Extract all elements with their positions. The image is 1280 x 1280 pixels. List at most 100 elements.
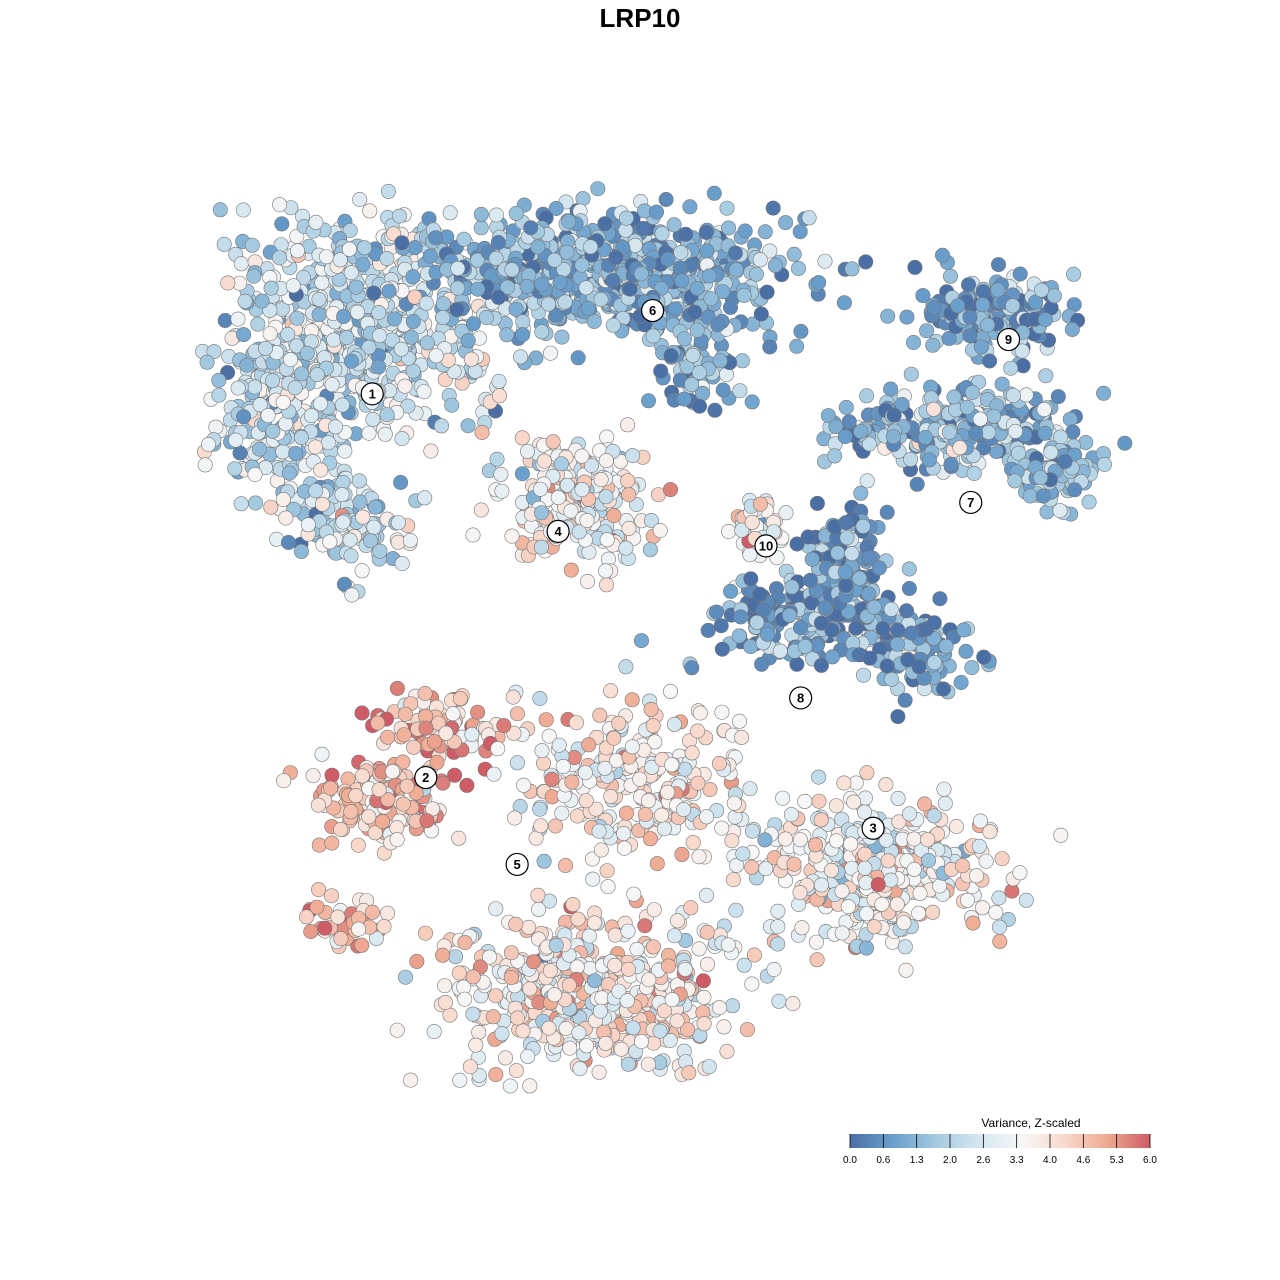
cell-point — [536, 853, 552, 869]
cell-point — [1007, 473, 1023, 489]
cell-point — [633, 266, 649, 282]
cell-point — [838, 399, 854, 415]
cell-point — [743, 571, 759, 587]
cell-point — [811, 275, 827, 291]
cell-point — [491, 373, 507, 389]
cell-point — [311, 882, 327, 898]
cell-point — [926, 808, 942, 824]
cell-point — [907, 259, 923, 275]
cell-point — [642, 831, 658, 847]
cell-point — [322, 534, 338, 550]
cell-point — [830, 545, 846, 561]
cell-point — [792, 832, 808, 848]
cell-point — [606, 508, 622, 524]
cell-point — [343, 804, 359, 820]
cell-point — [488, 901, 504, 917]
cell-point — [579, 1038, 595, 1054]
cell-point — [289, 243, 305, 259]
cell-point — [646, 902, 662, 918]
cell-point — [465, 969, 481, 985]
cell-point — [660, 251, 676, 267]
cell-point — [1081, 494, 1097, 510]
cell-point — [658, 192, 674, 208]
cell-point — [320, 435, 336, 451]
cell-point — [303, 408, 319, 424]
cell-point — [785, 996, 801, 1012]
cell-point — [327, 419, 343, 435]
cell-point — [744, 976, 760, 992]
cell-point — [620, 961, 636, 977]
cell-point — [827, 448, 843, 464]
cell-point — [237, 293, 253, 309]
cell-point — [547, 252, 563, 268]
cell-point — [667, 301, 683, 317]
cell-point — [707, 402, 723, 418]
cell-point — [797, 638, 813, 654]
cell-point — [558, 1020, 574, 1036]
cell-point — [757, 224, 773, 240]
cell-point — [282, 352, 298, 368]
cell-point — [640, 1056, 656, 1072]
cluster-label: 8 — [797, 690, 804, 705]
cell-point — [445, 706, 461, 722]
cell-point — [335, 514, 351, 530]
cell-point — [451, 830, 467, 846]
cell-point — [437, 978, 453, 994]
cell-point — [394, 431, 410, 447]
cell-point — [645, 718, 661, 734]
cell-point — [903, 451, 919, 467]
cell-point — [695, 973, 711, 989]
cell-point — [354, 937, 370, 953]
cell-point — [698, 225, 714, 241]
points-layer — [195, 181, 1133, 1094]
cell-point — [789, 656, 805, 672]
cell-point — [605, 317, 621, 333]
cell-point — [804, 551, 820, 567]
cell-point — [351, 473, 367, 489]
cell-point — [334, 397, 350, 413]
cell-point — [737, 223, 753, 239]
cell-point — [706, 185, 722, 201]
cell-point — [422, 248, 438, 264]
cell-point — [1018, 892, 1034, 908]
cell-point — [313, 462, 329, 478]
cell-point — [309, 899, 325, 915]
cell-point — [577, 765, 593, 781]
cell-point — [1033, 470, 1049, 486]
cell-point — [293, 543, 309, 559]
cell-point — [507, 810, 523, 826]
cell-point — [901, 806, 917, 822]
cell-point — [733, 609, 749, 625]
cell-point — [593, 472, 609, 488]
cell-point — [486, 766, 502, 782]
cell-point — [197, 457, 213, 473]
cell-point — [734, 353, 750, 369]
cell-point — [350, 837, 366, 853]
cell-point — [622, 281, 638, 297]
cell-point — [244, 237, 260, 253]
cell-point — [216, 236, 232, 252]
cell-point — [966, 465, 982, 481]
cell-point — [504, 262, 520, 278]
cell-point — [534, 324, 550, 340]
cell-point — [994, 851, 1010, 867]
cluster-label: 2 — [422, 770, 429, 785]
cell-point — [757, 832, 773, 848]
cell-point — [557, 294, 573, 310]
cell-point — [342, 223, 358, 239]
cell-point — [211, 372, 227, 388]
cell-point — [488, 988, 504, 1004]
cell-point — [485, 1009, 501, 1025]
cell-point — [736, 287, 752, 303]
cell-point — [844, 261, 860, 277]
cell-point — [905, 334, 921, 350]
cell-point — [934, 247, 950, 263]
cell-point — [962, 309, 978, 325]
cell-point — [862, 650, 878, 666]
cell-point — [457, 935, 473, 951]
cell-point — [593, 842, 609, 858]
cell-point — [366, 285, 382, 301]
cell-point — [637, 806, 653, 822]
cell-point — [954, 858, 970, 874]
cell-point — [652, 1023, 668, 1039]
